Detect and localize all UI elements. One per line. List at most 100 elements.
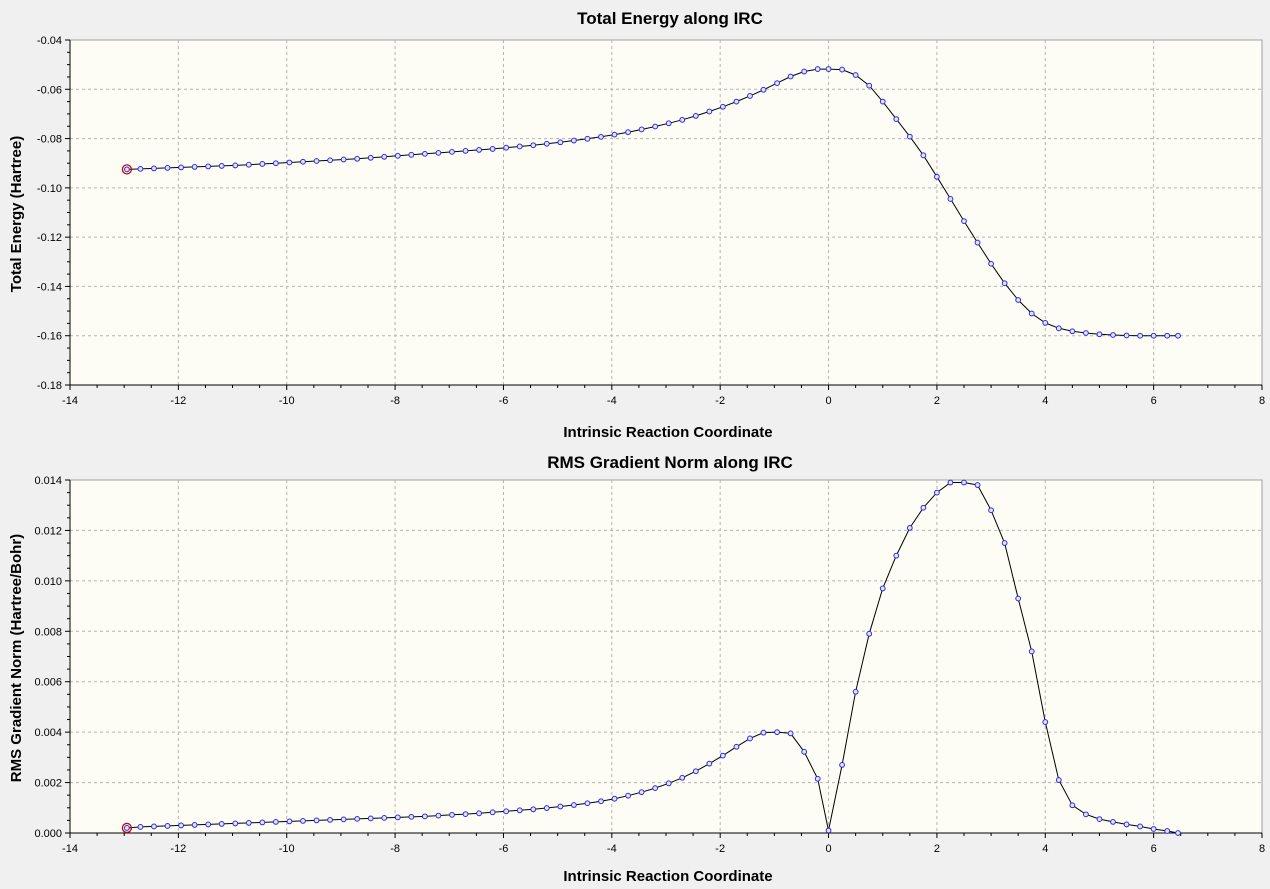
data-point[interactable] [340, 156, 347, 163]
data-point[interactable] [974, 482, 981, 488]
data-point[interactable] [1042, 320, 1049, 326]
data-point[interactable] [814, 775, 821, 782]
data-point[interactable] [893, 116, 900, 123]
data-point[interactable] [866, 630, 873, 637]
data-point[interactable] [259, 161, 266, 167]
data-point[interactable] [272, 160, 279, 167]
data-point[interactable] [1137, 332, 1143, 339]
data-point[interactable] [652, 123, 659, 130]
data-point[interactable] [893, 552, 900, 559]
data-point[interactable] [489, 146, 496, 152]
data-point[interactable] [652, 785, 659, 792]
data-point[interactable] [394, 814, 401, 821]
data-point[interactable] [205, 163, 212, 170]
data-point[interactable] [489, 809, 496, 816]
data-point[interactable] [988, 507, 994, 514]
data-point[interactable] [570, 137, 577, 144]
data-point[interactable] [313, 158, 320, 164]
data-point[interactable] [557, 803, 564, 810]
data-point[interactable] [327, 816, 333, 823]
data-point[interactable] [462, 811, 469, 817]
data-point[interactable] [164, 823, 171, 829]
data-point[interactable] [1042, 719, 1049, 725]
data-point[interactable] [801, 748, 808, 755]
data-point[interactable] [1001, 540, 1008, 546]
data-point[interactable] [1015, 297, 1022, 303]
data-point[interactable] [947, 196, 954, 202]
data-point[interactable] [665, 780, 672, 787]
data-point[interactable] [825, 827, 832, 834]
data-point[interactable] [839, 762, 845, 768]
data-point[interactable] [920, 504, 927, 511]
data-point[interactable] [1137, 823, 1143, 830]
data-point[interactable] [1110, 819, 1116, 825]
data-point[interactable] [852, 72, 859, 78]
data-point[interactable] [340, 816, 347, 823]
energy-plot-area[interactable] [69, 39, 1263, 386]
data-point[interactable] [503, 144, 510, 151]
data-point[interactable] [611, 795, 618, 802]
data-point[interactable] [1069, 802, 1076, 809]
data-point[interactable] [625, 792, 631, 799]
data-point[interactable] [1110, 332, 1116, 338]
data-point[interactable] [543, 140, 550, 147]
data-point[interactable] [692, 768, 699, 775]
data-point[interactable] [801, 68, 808, 75]
data-point[interactable] [164, 164, 171, 171]
data-point[interactable] [879, 585, 886, 592]
data-point[interactable] [584, 800, 591, 807]
data-point[interactable] [354, 815, 361, 822]
data-point[interactable] [706, 108, 713, 115]
data-point[interactable] [1055, 777, 1062, 783]
data-point[interactable] [1096, 816, 1103, 823]
data-point[interactable] [191, 822, 198, 828]
data-point[interactable] [692, 113, 699, 119]
data-point[interactable] [974, 239, 981, 246]
data-point[interactable] [787, 730, 794, 737]
data-point[interactable] [476, 810, 482, 817]
data-point[interactable] [679, 774, 686, 781]
data-point[interactable] [733, 743, 740, 750]
data-point[interactable] [1123, 332, 1130, 339]
data-point[interactable] [825, 66, 832, 72]
data-point[interactable] [679, 116, 686, 123]
data-point[interactable] [313, 817, 320, 824]
data-point[interactable] [866, 82, 873, 89]
data-point[interactable] [934, 173, 940, 180]
data-point[interactable] [665, 120, 672, 127]
data-point[interactable] [611, 131, 618, 138]
data-point[interactable] [137, 165, 144, 172]
data-point[interactable] [1150, 826, 1157, 832]
data-point[interactable] [300, 158, 306, 165]
data-point[interactable] [961, 479, 967, 486]
data-point[interactable] [218, 821, 225, 827]
data-point[interactable] [449, 148, 455, 155]
data-point[interactable] [123, 825, 130, 831]
data-point[interactable] [879, 98, 886, 105]
current-point-marker[interactable] [121, 164, 133, 175]
data-point[interactable] [1028, 310, 1035, 317]
data-point[interactable] [408, 151, 415, 158]
data-point[interactable] [435, 149, 442, 156]
data-point[interactable] [232, 162, 239, 169]
data-point[interactable] [259, 819, 266, 826]
data-point[interactable] [381, 153, 388, 160]
data-point[interactable] [245, 820, 252, 826]
data-point[interactable] [706, 760, 713, 767]
data-point[interactable] [367, 815, 374, 822]
data-point[interactable] [530, 806, 537, 813]
data-point[interactable] [787, 73, 794, 80]
data-point[interactable] [934, 489, 940, 496]
data-point[interactable] [839, 66, 845, 73]
data-point[interactable] [920, 152, 927, 159]
data-point[interactable] [367, 154, 374, 161]
data-point[interactable] [123, 166, 130, 173]
data-point[interactable] [449, 811, 455, 818]
data-point[interactable] [1175, 830, 1181, 836]
data-point[interactable] [719, 103, 726, 110]
data-point[interactable] [245, 161, 252, 168]
current-point-marker[interactable] [121, 822, 133, 834]
data-point[interactable] [516, 807, 523, 814]
data-point[interactable] [543, 805, 550, 811]
data-point[interactable] [719, 752, 726, 759]
